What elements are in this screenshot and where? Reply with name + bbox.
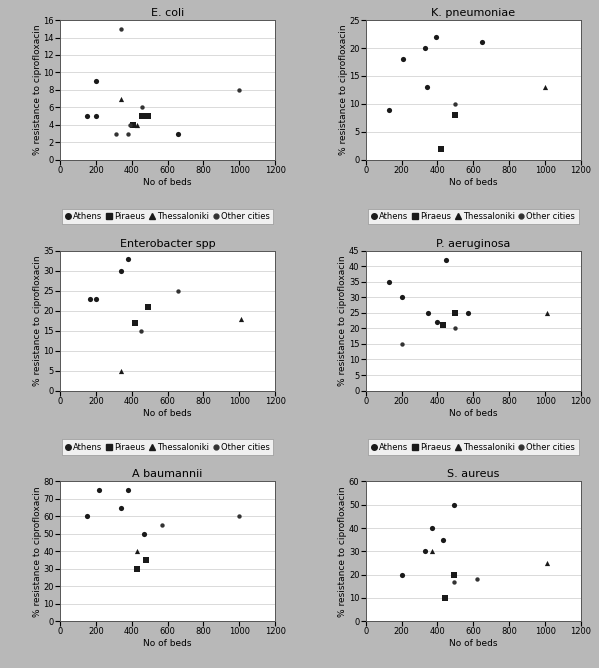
Point <box>450 110 460 120</box>
Point <box>158 520 167 530</box>
Point <box>136 325 146 336</box>
Point <box>82 111 92 122</box>
Y-axis label: % resistance to ciprofloxacin: % resistance to ciprofloxacin <box>32 486 42 617</box>
X-axis label: No of beds: No of beds <box>449 409 498 418</box>
Point <box>542 558 552 568</box>
Point <box>82 511 92 522</box>
Y-axis label: % resistance to ciprofloxacin: % resistance to ciprofloxacin <box>338 25 347 155</box>
Point <box>235 85 244 96</box>
Point <box>86 293 95 304</box>
Point <box>431 31 440 42</box>
Point <box>132 564 142 574</box>
Point <box>141 554 151 565</box>
Point <box>138 111 147 122</box>
Point <box>123 485 133 496</box>
Point <box>91 76 101 87</box>
Point <box>450 307 460 318</box>
Title: A baumannii: A baumannii <box>132 469 202 479</box>
Title: P. aeruginosa: P. aeruginosa <box>436 238 510 248</box>
Point <box>235 511 244 522</box>
Legend: Athens, Piraeus, Thessaloniki, Other cities: Athens, Piraeus, Thessaloniki, Other cit… <box>62 209 273 224</box>
Point <box>397 339 406 349</box>
Point <box>440 593 449 603</box>
X-axis label: No of beds: No of beds <box>449 639 498 648</box>
Legend: Athens, Piraeus, Thessaloniki, Other cities: Athens, Piraeus, Thessaloniki, Other cit… <box>368 209 579 224</box>
Point <box>116 23 126 34</box>
Point <box>450 99 460 110</box>
X-axis label: No of beds: No of beds <box>143 409 192 418</box>
Point <box>427 522 437 533</box>
Point <box>449 576 458 587</box>
Point <box>472 574 482 584</box>
Point <box>398 54 408 65</box>
Point <box>540 81 550 92</box>
Point <box>125 120 135 130</box>
Y-axis label: % resistance to ciprofloxacin: % resistance to ciprofloxacin <box>338 255 347 386</box>
Point <box>449 569 458 580</box>
Point <box>450 323 460 334</box>
Point <box>397 292 406 303</box>
Point <box>143 301 153 312</box>
Point <box>174 128 183 139</box>
Point <box>432 317 442 327</box>
Point <box>463 307 473 318</box>
Point <box>95 485 104 496</box>
Point <box>116 94 126 104</box>
Point <box>441 255 451 265</box>
Point <box>174 285 183 296</box>
Point <box>384 104 394 115</box>
Point <box>427 546 437 556</box>
Point <box>91 111 101 122</box>
Point <box>131 317 140 328</box>
Point <box>143 111 153 122</box>
Title: K. pneumoniae: K. pneumoniae <box>431 8 515 18</box>
Title: S. aureus: S. aureus <box>447 469 500 479</box>
X-axis label: No of beds: No of beds <box>449 178 498 187</box>
Point <box>129 120 138 130</box>
Point <box>384 277 394 287</box>
Point <box>438 534 447 545</box>
Point <box>420 43 429 53</box>
Title: Enterobacter spp: Enterobacter spp <box>120 238 216 248</box>
Point <box>116 265 126 276</box>
Legend: Athens, Piraeus, Thessaloniki, Other cities: Athens, Piraeus, Thessaloniki, Other cit… <box>62 440 273 455</box>
Y-axis label: % resistance to ciprofloxacin: % resistance to ciprofloxacin <box>32 255 42 386</box>
X-axis label: No of beds: No of beds <box>143 178 192 187</box>
Point <box>123 253 133 264</box>
Point <box>140 528 149 539</box>
Point <box>436 144 446 154</box>
Point <box>123 128 133 139</box>
Point <box>422 81 431 92</box>
Point <box>477 37 487 47</box>
Point <box>132 546 142 556</box>
Point <box>420 546 429 556</box>
Point <box>237 313 246 324</box>
Y-axis label: % resistance to ciprofloxacin: % resistance to ciprofloxacin <box>32 25 42 155</box>
Point <box>116 365 126 376</box>
X-axis label: No of beds: No of beds <box>143 639 192 648</box>
Point <box>116 502 126 513</box>
Point <box>111 128 120 139</box>
Point <box>397 569 406 580</box>
Point <box>542 307 552 318</box>
Point <box>91 293 101 304</box>
Legend: Athens, Piraeus, Thessaloniki, Other cities: Athens, Piraeus, Thessaloniki, Other cit… <box>368 440 579 455</box>
Point <box>423 307 433 318</box>
Point <box>132 120 142 130</box>
Point <box>138 102 147 113</box>
Point <box>438 320 447 331</box>
Title: E. coli: E. coli <box>151 8 184 18</box>
Y-axis label: % resistance to ciprofloxacin: % resistance to ciprofloxacin <box>338 486 347 617</box>
Point <box>449 500 458 510</box>
